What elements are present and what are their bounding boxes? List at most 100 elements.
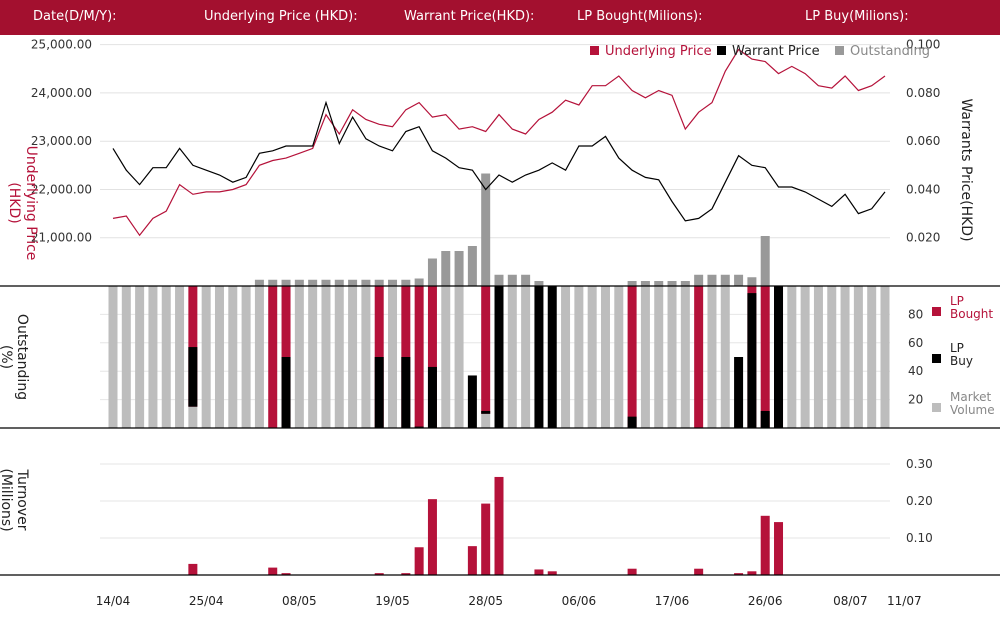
market-volume-bar [507,286,517,428]
outstanding-tick-label: 20 [908,393,923,407]
outstanding-bar [414,278,424,286]
x-tick-label: 17/06 [655,594,690,608]
outstanding-bar [321,279,331,286]
lp-buy-bar [747,293,757,428]
legend-label: Market Volume [950,390,995,417]
outstanding-bar [521,274,531,286]
legend-swatch [932,307,941,316]
lp-buy-bar [188,347,198,407]
legend-label: Underlying Price [605,44,712,59]
market-volume-bar [308,286,318,428]
outstanding-bar [494,274,504,286]
outstanding-bar [507,274,517,286]
legend-swatch [932,403,941,412]
outstanding-tick-label: 60 [908,336,923,350]
market-volume-bar [121,286,131,428]
outstanding-bar [627,281,637,286]
warrant-price-line [112,100,886,222]
market-volume-bar [108,286,118,428]
market-volume-bar [228,286,238,428]
turnover-bar [281,573,291,575]
market-volume-bar [680,286,690,428]
outstanding-bar [361,279,371,286]
lp-bought-field: LP Bought(Milions): [577,9,703,24]
lp-bought-bar [694,286,704,428]
market-volume-bar [813,286,823,428]
lp-buy-bar [760,410,770,428]
market-volume-bar [175,286,185,428]
outstanding-bar [308,279,318,286]
lp-buy-bar [547,286,557,428]
underlying-axis-title: Underlying Price [23,146,39,261]
market-volume-bar [481,413,491,428]
warrant-tick-label: 0.040 [906,182,940,196]
lp-bought-bar [268,286,278,428]
lp-buy-bar [374,357,384,428]
warrant-tick-label: 0.080 [906,86,940,100]
warrant-tick-label: 0.060 [906,134,940,148]
turnover-bar [534,569,544,575]
outstanding-bar [720,274,730,286]
market-volume-bar [587,286,597,428]
turnover-bar [268,567,278,575]
market-volume-bar [654,286,664,428]
lp-buy-bar [774,286,784,428]
warrant-chart: 25,000.00 24,000.00 23,000.00 22,000.00 21,0… [0,38,1000,608]
market-volume-bar [161,286,171,428]
underlying-axis-unit: (HKD) [6,182,22,223]
turnover-axis-unit: (Millions) [0,468,14,531]
underlying-tick-label: 25,000.00 [31,38,92,52]
lp-buy-bar [281,357,291,428]
turnover-bar [760,515,770,575]
underlying-price-field: Underlying Price (HKD): [204,9,358,24]
lp-buy-bar [414,426,424,428]
legend-label: LP Bought [950,294,993,321]
outstanding-bar [254,279,264,286]
legend-swatch [590,46,599,55]
outstanding-bar [481,173,491,286]
outstanding-axis-title: Outstanding [14,314,30,400]
market-volume-bar [348,286,358,428]
outstanding-tick-label: 40 [908,364,923,378]
turnover-bar [494,476,504,575]
turnover-bar [547,571,557,575]
outstanding-bar [281,279,291,286]
underlying-price-line [112,48,886,237]
x-tick-label: 25/04 [189,594,224,608]
market-volume-bar [640,286,650,428]
date-field: Date(D/M/Y): [33,9,117,24]
legend-swatch [717,46,726,55]
lp-buy-bar [734,357,744,428]
outstanding-bar [534,281,544,286]
x-tick-label: 28/05 [468,594,503,608]
market-volume-bar [214,286,224,428]
market-volume-bar [840,286,850,428]
outstanding-bar [427,258,437,286]
market-volume-bar [720,286,730,428]
turnover-tick-label: 0.30 [906,457,933,471]
turnover-tick-label: 0.20 [906,494,933,508]
lp-bought-bar [627,286,637,428]
outstanding-bar [747,277,757,286]
underlying-tick-label: 24,000.00 [31,86,92,100]
lp-buy-bar [467,375,477,428]
outstanding-bar [348,279,358,286]
market-volume-bar [800,286,810,428]
info-header-bar: Date(D/M/Y): Underlying Price (HKD): War… [0,0,1000,35]
market-volume-bar [388,286,398,428]
market-volume-bar [561,286,571,428]
turnover-bar [467,546,477,575]
outstanding-bar [268,279,278,286]
outstanding-bar [401,279,411,286]
market-volume-bar [707,286,717,428]
market-volume-bar [361,286,371,428]
x-tick-label: 11/07 [887,594,922,608]
lp-buy-field: LP Buy(Milions): [805,9,909,24]
market-volume-bar [135,286,145,428]
legend-swatch [932,354,941,363]
underlying-tick-label: 22,000.00 [31,182,92,196]
legend-label: LP Buy [950,341,973,368]
legend-label: Warrant Price [732,44,820,59]
market-volume-bar [521,286,531,428]
market-volume-bar [254,286,264,428]
